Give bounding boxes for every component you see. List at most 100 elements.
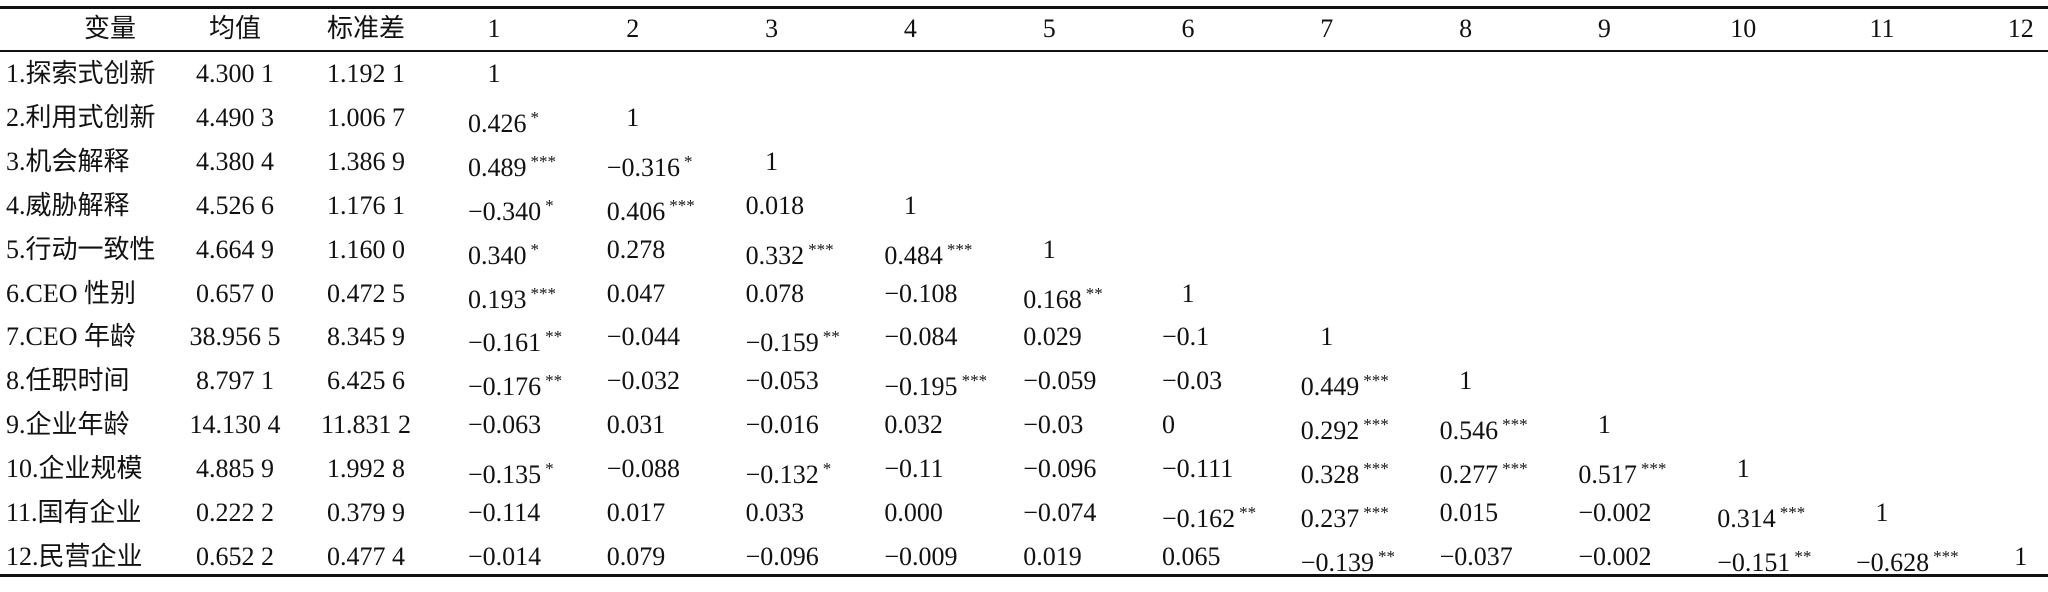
- correlation-cell: 0.168 **: [1023, 278, 1103, 316]
- significance-mark: ***: [1363, 371, 1389, 391]
- significance-mark: ***: [669, 195, 695, 215]
- correlation-cell: −0.176 **: [468, 365, 562, 403]
- correlation-cell: −0.03: [1023, 410, 1084, 440]
- header-cell: 变量: [83, 14, 137, 43]
- header-cell: 2: [626, 14, 640, 43]
- correlation-cell: 0.517 ***: [1578, 453, 1666, 491]
- correlation-value: 0.449: [1300, 372, 1360, 402]
- mean-value: 38.956 5: [189, 322, 281, 352]
- correlation-cell: −0.053: [745, 366, 819, 396]
- correlation-cell: −0.074: [1023, 498, 1097, 527]
- correlation-cell: −0.032: [606, 366, 680, 396]
- correlation-cell: 0.314 ***: [1717, 497, 1805, 535]
- correlation-value: −0.139: [1300, 547, 1374, 577]
- significance-mark: ***: [530, 283, 557, 303]
- diagonal-cell: 1: [903, 190, 917, 220]
- correlation-cell: −0.063: [468, 410, 542, 440]
- significance-mark: ***: [530, 151, 557, 171]
- correlation-cell: −0.340 *: [468, 190, 554, 228]
- header-rule: [0, 50, 2048, 52]
- correlation-cell: −0.059: [1023, 366, 1097, 396]
- correlation-value: 0.193: [468, 284, 527, 314]
- significance-mark: **: [1239, 503, 1257, 522]
- correlation-cell: −0.03: [1162, 366, 1223, 396]
- correlation-cell: −0.195 ***: [884, 365, 987, 403]
- significance-mark: *: [545, 195, 554, 215]
- correlation-cell: −0.159 **: [746, 321, 840, 359]
- significance-mark: ***: [1502, 415, 1528, 435]
- mean-value: 4.885 9: [196, 454, 274, 484]
- correlation-cell: 0.332 ***: [746, 234, 834, 272]
- correlation-value: 0.314: [1717, 504, 1776, 533]
- correlation-value: 0.277: [1439, 460, 1499, 490]
- diagonal-cell: 1: [1875, 498, 1889, 527]
- correlation-cell: 0.328 ***: [1301, 453, 1389, 491]
- correlation-cell: −0.11: [884, 454, 944, 484]
- correlation-cell: −0.132 *: [746, 453, 832, 491]
- correlation-cell: 0.029: [1023, 322, 1082, 352]
- significance-mark: ***: [1363, 415, 1389, 435]
- correlation-value: −0.151: [1717, 547, 1791, 577]
- correlation-cell: −0.628 ***: [1856, 541, 1959, 579]
- significance-mark: **: [545, 371, 563, 391]
- correlation-cell: 0.426 *: [468, 102, 539, 140]
- sd-value: 1.992 8: [327, 454, 405, 484]
- correlation-cell: −0.151 **: [1717, 541, 1811, 579]
- correlation-value: −0.316: [606, 152, 680, 182]
- correlation-cell: 0.000: [884, 498, 943, 527]
- correlation-value: 0.292: [1300, 416, 1360, 446]
- sd-value: 1.176 1: [327, 190, 405, 220]
- correlation-cell: 0.031: [606, 410, 666, 440]
- correlation-cell: 0.292 ***: [1301, 409, 1389, 447]
- diagonal-cell: 1: [626, 102, 640, 132]
- correlation-cell: −0.088: [606, 454, 680, 484]
- correlation-value: 0.517: [1578, 460, 1637, 490]
- correlation-cell: 0.078: [745, 278, 805, 308]
- sd-value: 0.379 9: [327, 498, 405, 527]
- row-label: 5.行动一致性: [6, 234, 156, 264]
- mean-value: 8.797 1: [196, 366, 274, 396]
- correlation-value: −0.159: [745, 328, 819, 358]
- significance-mark: ***: [961, 371, 988, 391]
- correlation-value: −0.176: [468, 372, 542, 402]
- diagonal-cell: 1: [1459, 366, 1473, 396]
- row-label: 11.国有企业: [6, 498, 142, 527]
- significance-mark: ***: [1363, 459, 1389, 479]
- correlation-value: −0.628: [1856, 547, 1930, 577]
- correlation-cell: 0.406 ***: [607, 190, 695, 228]
- top-rule: [0, 6, 2048, 9]
- correlation-cell: 0.489 ***: [468, 146, 556, 184]
- mean-value: 4.490 3: [196, 102, 274, 132]
- mean-value: 14.130 4: [189, 410, 281, 440]
- correlation-cell: 0.278: [606, 234, 666, 264]
- header-cell: 5: [1042, 14, 1056, 43]
- diagonal-cell: 1: [2014, 541, 2028, 571]
- correlation-value: 0.484: [884, 240, 943, 270]
- row-label: 7.CEO 年龄: [6, 322, 137, 352]
- correlation-cell: 0.032: [884, 410, 943, 440]
- significance-mark: **: [545, 327, 563, 347]
- significance-mark: ***: [1502, 459, 1528, 479]
- sd-value: 1.192 1: [327, 59, 405, 88]
- mean-value: 4.380 4: [196, 146, 274, 176]
- correlation-value: 0.237: [1300, 504, 1360, 533]
- significance-mark: **: [1377, 546, 1395, 566]
- significance-mark: ***: [1363, 503, 1389, 522]
- correlation-value: −0.132: [745, 460, 819, 490]
- row-label: 9.企业年龄: [6, 410, 130, 440]
- diagonal-cell: 1: [1181, 278, 1195, 308]
- mean-value: 0.222 2: [196, 498, 274, 527]
- correlation-cell: 0.047: [606, 278, 666, 308]
- sd-value: 1.386 9: [327, 146, 405, 176]
- row-label: 8.任职时间: [6, 366, 130, 396]
- row-label: 12.民营企业: [6, 541, 143, 571]
- row-label: 2.利用式创新: [6, 102, 156, 132]
- header-cell: 4: [903, 14, 917, 43]
- mean-value: 0.652 2: [196, 541, 274, 571]
- correlation-cell: −0.162 **: [1162, 497, 1256, 535]
- sd-value: 8.345 9: [327, 322, 405, 352]
- correlation-cell: 0.277 ***: [1440, 453, 1528, 491]
- correlation-cell: 0.019: [1023, 541, 1082, 571]
- significance-mark: ***: [1779, 503, 1806, 522]
- significance-mark: *: [530, 107, 540, 127]
